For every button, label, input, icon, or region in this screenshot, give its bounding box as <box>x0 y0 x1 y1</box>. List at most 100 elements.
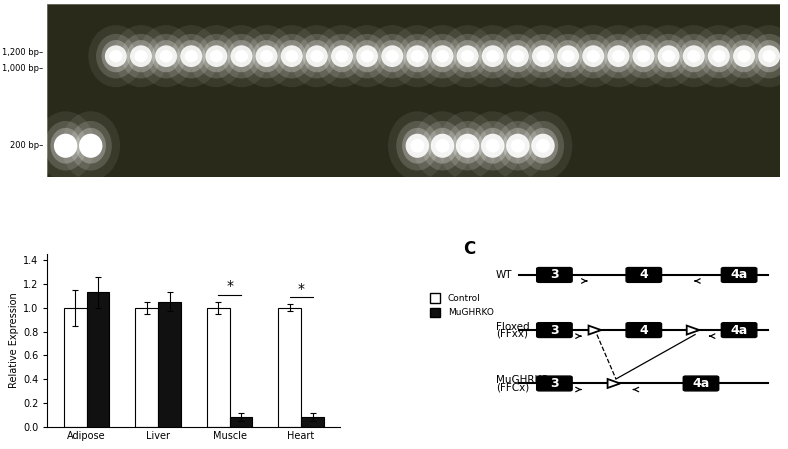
Ellipse shape <box>641 25 696 87</box>
Polygon shape <box>589 326 601 335</box>
Ellipse shape <box>110 50 122 62</box>
Ellipse shape <box>378 40 407 72</box>
Ellipse shape <box>88 25 143 87</box>
Ellipse shape <box>184 50 198 62</box>
Ellipse shape <box>289 25 344 87</box>
Ellipse shape <box>353 40 381 72</box>
Legend: Control, MuGHRKO: Control, MuGHRKO <box>426 290 497 321</box>
Ellipse shape <box>515 25 571 87</box>
Text: 3: 3 <box>550 324 559 337</box>
Text: 3: 3 <box>550 377 559 390</box>
Ellipse shape <box>422 121 463 171</box>
Ellipse shape <box>755 40 783 72</box>
Ellipse shape <box>172 34 211 79</box>
Ellipse shape <box>177 40 206 72</box>
Ellipse shape <box>336 50 348 62</box>
Ellipse shape <box>649 34 689 79</box>
Ellipse shape <box>448 34 488 79</box>
Ellipse shape <box>281 45 303 67</box>
Ellipse shape <box>633 45 655 67</box>
Ellipse shape <box>742 25 788 87</box>
Ellipse shape <box>431 134 454 158</box>
Ellipse shape <box>463 111 522 180</box>
Ellipse shape <box>235 50 248 62</box>
Ellipse shape <box>611 50 625 62</box>
Ellipse shape <box>310 50 323 62</box>
Ellipse shape <box>674 34 714 79</box>
Ellipse shape <box>247 34 286 79</box>
Ellipse shape <box>76 128 106 164</box>
Ellipse shape <box>496 121 539 171</box>
Ellipse shape <box>528 128 558 164</box>
Ellipse shape <box>361 50 374 62</box>
Ellipse shape <box>61 111 120 180</box>
Ellipse shape <box>704 40 733 72</box>
FancyBboxPatch shape <box>537 376 572 391</box>
FancyBboxPatch shape <box>537 268 572 282</box>
Ellipse shape <box>456 45 478 67</box>
Ellipse shape <box>272 34 311 79</box>
Ellipse shape <box>164 25 219 87</box>
Ellipse shape <box>264 25 319 87</box>
Ellipse shape <box>440 25 495 87</box>
Text: *: * <box>226 279 233 294</box>
Ellipse shape <box>608 45 630 67</box>
Ellipse shape <box>485 139 500 153</box>
Ellipse shape <box>486 50 500 62</box>
Ellipse shape <box>511 139 525 153</box>
Polygon shape <box>686 326 699 335</box>
Text: (FFxx): (FFxx) <box>496 329 528 339</box>
Ellipse shape <box>682 45 704 67</box>
Bar <box>278 308 301 427</box>
Ellipse shape <box>574 34 613 79</box>
Ellipse shape <box>662 50 675 62</box>
Ellipse shape <box>58 139 72 153</box>
Ellipse shape <box>348 34 387 79</box>
Ellipse shape <box>285 50 299 62</box>
Ellipse shape <box>557 45 579 67</box>
Ellipse shape <box>490 25 545 87</box>
Ellipse shape <box>629 40 658 72</box>
Ellipse shape <box>541 25 596 87</box>
Ellipse shape <box>396 121 438 171</box>
Ellipse shape <box>206 45 228 67</box>
Text: 4a: 4a <box>730 324 748 337</box>
Ellipse shape <box>554 40 582 72</box>
Ellipse shape <box>79 134 102 158</box>
Ellipse shape <box>733 45 755 67</box>
Text: 3: 3 <box>550 269 559 282</box>
Ellipse shape <box>413 111 472 180</box>
Ellipse shape <box>388 111 447 180</box>
Text: 4: 4 <box>639 269 649 282</box>
Ellipse shape <box>415 25 470 87</box>
Ellipse shape <box>202 40 231 72</box>
Y-axis label: Relative Expression: Relative Expression <box>9 293 19 388</box>
Ellipse shape <box>422 34 463 79</box>
Ellipse shape <box>102 40 130 72</box>
Ellipse shape <box>624 34 663 79</box>
Ellipse shape <box>127 40 155 72</box>
Ellipse shape <box>402 128 433 164</box>
Ellipse shape <box>407 45 429 67</box>
Ellipse shape <box>390 25 445 87</box>
Ellipse shape <box>381 45 403 67</box>
Ellipse shape <box>498 34 537 79</box>
Ellipse shape <box>44 121 87 171</box>
Ellipse shape <box>428 40 457 72</box>
Ellipse shape <box>582 45 604 67</box>
Ellipse shape <box>699 34 738 79</box>
Ellipse shape <box>708 45 730 67</box>
Bar <box>206 308 229 427</box>
Ellipse shape <box>514 111 572 180</box>
Ellipse shape <box>54 134 77 158</box>
Bar <box>64 308 87 427</box>
Bar <box>136 308 158 427</box>
Ellipse shape <box>210 50 223 62</box>
Text: 4: 4 <box>639 324 649 337</box>
Ellipse shape <box>749 34 788 79</box>
Ellipse shape <box>536 139 550 153</box>
Ellipse shape <box>189 25 243 87</box>
FancyBboxPatch shape <box>537 323 572 338</box>
Ellipse shape <box>155 45 177 67</box>
Ellipse shape <box>239 25 294 87</box>
